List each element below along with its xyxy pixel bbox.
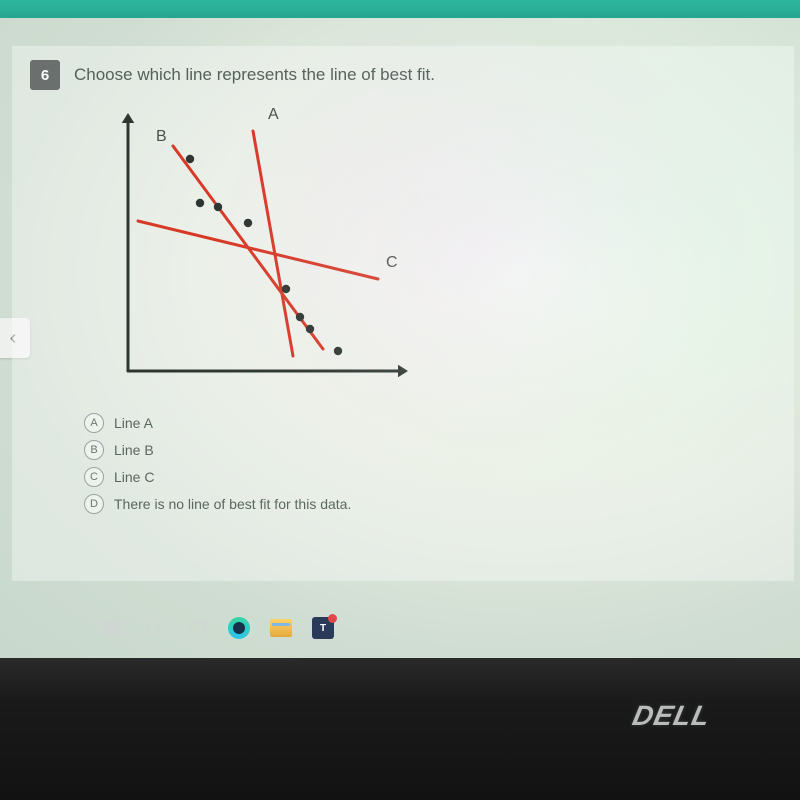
option-letter-icon: C [84,467,104,487]
option-label: Line B [114,442,154,458]
option-label: There is no line of best fit for this da… [114,496,351,512]
option-b[interactable]: B Line B [84,440,776,460]
scatter-chart [78,106,438,406]
line-label-c: C [386,254,398,272]
start-menu-icon[interactable] [102,617,124,639]
question-header: 6 Choose which line represents the line … [30,60,776,90]
file-explorer-icon[interactable] [270,619,292,637]
teams-app-icon[interactable]: T [312,617,334,639]
answer-options: A Line A B Line B C Line C D There is no… [84,413,776,514]
question-text: Choose which line represents the line of… [74,65,435,85]
dell-logo: DELL [629,700,713,732]
option-label: Line C [114,469,154,485]
option-letter-icon: A [84,413,104,433]
option-c[interactable]: C Line C [84,467,776,487]
search-icon[interactable] [144,617,166,639]
task-view-icon[interactable] [186,617,208,639]
question-number-badge: 6 [30,60,60,90]
screen-content: ‹ 6 Choose which line represents the lin… [0,18,800,658]
question-card: 6 Choose which line represents the line … [12,46,794,581]
option-letter-icon: B [84,440,104,460]
edge-browser-icon[interactable] [228,617,250,639]
option-d[interactable]: D There is no line of best fit for this … [84,494,776,514]
window-top-bar [0,0,800,18]
windows-taskbar[interactable]: T [90,608,346,648]
line-label-b: B [156,128,167,146]
option-label: Line A [114,415,153,431]
option-a[interactable]: A Line A [84,413,776,433]
line-label-a: A [268,106,279,124]
chart-area: A B C [78,106,438,406]
option-letter-icon: D [84,494,104,514]
